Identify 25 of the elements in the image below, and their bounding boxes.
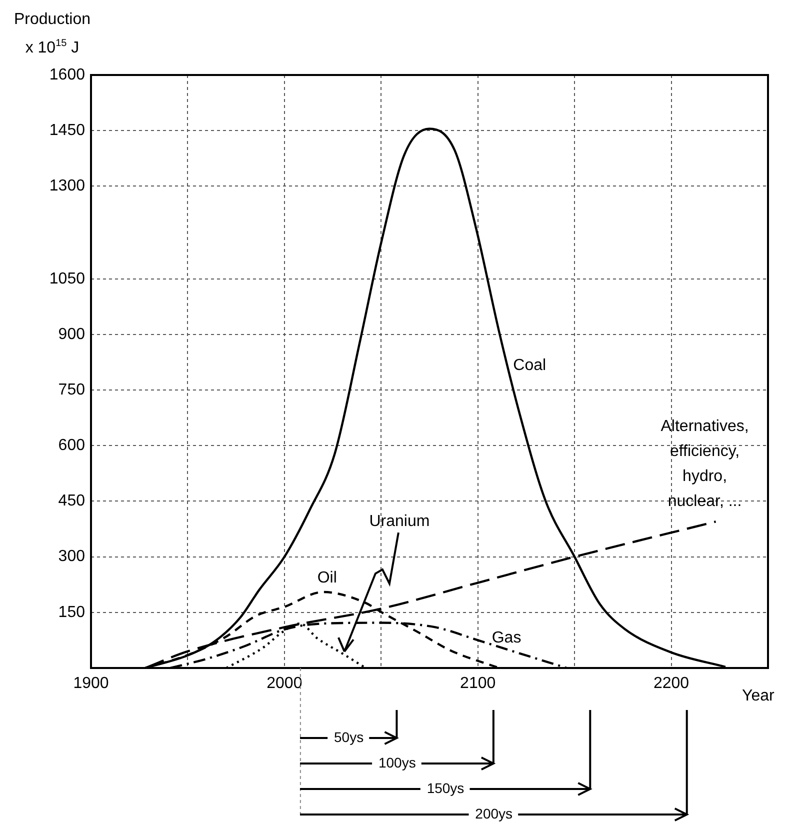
y-tick-label: 1450 xyxy=(49,122,86,139)
y-tick-label: 600 xyxy=(58,437,86,454)
y-tick-label: 1050 xyxy=(49,270,86,288)
y-tick-label: 900 xyxy=(58,326,86,343)
x-tick-label: 2000 xyxy=(266,675,302,692)
series-label: Coal xyxy=(513,357,546,374)
y-tick-label: 1300 xyxy=(49,178,86,195)
series-label: Oil xyxy=(317,569,337,586)
x-tick-label: 2100 xyxy=(460,675,496,692)
x-tick-label: 2200 xyxy=(653,675,690,692)
y-tick-label: 750 xyxy=(58,381,86,398)
y-tick-label: 1600 xyxy=(49,66,86,84)
x-tick-label: 1900 xyxy=(73,675,109,692)
text: 50ys xyxy=(334,728,364,745)
x-axis-title: Year xyxy=(742,687,775,704)
y-tick-label: 300 xyxy=(58,548,86,566)
series-label: Alternatives, efficiency, hydro, nuclear, ... xyxy=(660,418,749,510)
y-tick-label: 450 xyxy=(58,492,86,510)
text: 100ys xyxy=(378,754,416,770)
text: 200ys xyxy=(475,805,513,822)
y-tick-label: 150 xyxy=(58,604,86,621)
text: Uranium xyxy=(369,512,430,530)
y-axis-title: Production x 10$^{15}$ J xyxy=(14,10,90,58)
series-label: Gas xyxy=(492,630,522,647)
text: 150ys xyxy=(426,780,464,796)
